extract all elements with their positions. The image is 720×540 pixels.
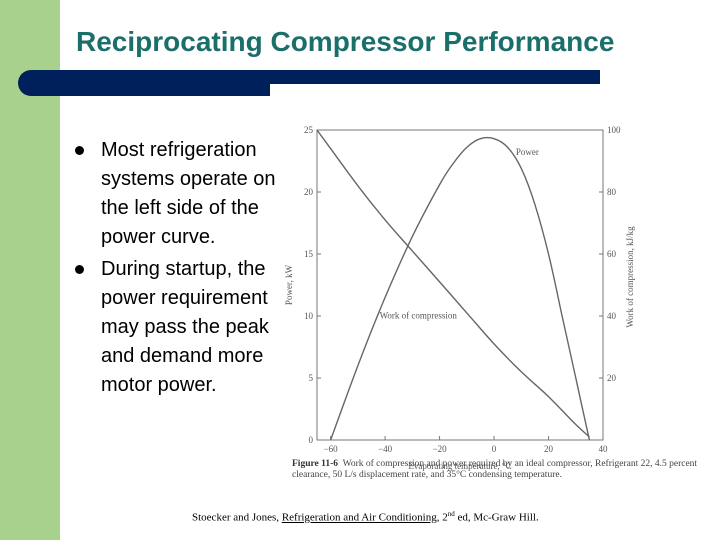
bullet-dot-icon	[75, 265, 84, 274]
bullet-list: Most refrigeration systems operate on th…	[75, 136, 290, 403]
y2-tick-label: 20	[607, 373, 617, 383]
y-tick-label: 15	[304, 249, 314, 259]
series-line-power	[329, 136, 591, 441]
bullet-item: During startup, the power requirement ma…	[75, 255, 290, 400]
citation-separator: ,	[436, 511, 443, 524]
x-axis-label: Evaporating temperature, °C	[408, 461, 511, 471]
y2-tick-label: 100	[607, 125, 621, 135]
x-tick-label: −60	[324, 444, 339, 454]
y-tick-label: 10	[304, 311, 314, 321]
x-tick-label: −20	[433, 444, 448, 454]
series-label-power: Power	[516, 147, 539, 157]
plot-frame	[316, 129, 604, 441]
citation-rest: ed, Mc-Graw Hill.	[454, 511, 539, 524]
y2-tick-label: 40	[607, 311, 617, 321]
bullet-dot-icon	[75, 146, 84, 155]
citation-book-link[interactable]: Refrigeration and Air Conditioning	[281, 511, 437, 524]
y-axis-label: Power, kW	[285, 264, 294, 305]
figure-caption-text: Work of compression and power required b…	[292, 459, 698, 480]
source-citation: Stoecker and Jones, Refrigeration and Ai…	[192, 510, 539, 524]
figure-caption-label: Figure 11-6	[292, 459, 339, 469]
series-label-work-of-compression: Work of compression	[380, 310, 458, 320]
y-tick-label: 5	[309, 373, 314, 383]
x-tick-label: 20	[544, 444, 554, 454]
bullet-text: Most refrigeration systems operate on th…	[101, 139, 276, 248]
x-tick-label: −40	[378, 444, 393, 454]
y2-tick-label: 80	[607, 187, 617, 197]
x-tick-label: 0	[492, 444, 497, 454]
citation-authors: Stoecker and Jones,	[192, 511, 282, 524]
y2-tick-label: 60	[607, 249, 617, 259]
y-tick-label: 20	[304, 187, 314, 197]
title-underline-gap	[270, 84, 600, 96]
series-line-work-of-compression	[316, 129, 590, 438]
y-tick-label: 25	[304, 125, 314, 135]
compressor-performance-chart: 0 5 10 15 20 25 20 40 60 80 100 −60 −40 −20 0 20 40 Evapo…	[285, 125, 635, 471]
slide-title: Reciprocating Compressor Performance	[76, 26, 615, 57]
figure-caption: Figure 11-6 Work of compression and powe…	[292, 459, 712, 481]
bullet-text: During startup, the power requirement ma…	[101, 258, 269, 396]
y-tick-label: 0	[309, 435, 314, 445]
citation-edition-sup: nd	[447, 510, 455, 518]
x-tick-label: 40	[599, 444, 609, 454]
citation-edition: 2	[442, 511, 448, 524]
y2-axis-label: Work of compression, kJ/kg	[625, 226, 635, 328]
bullet-item: Most refrigeration systems operate on th…	[75, 136, 290, 252]
